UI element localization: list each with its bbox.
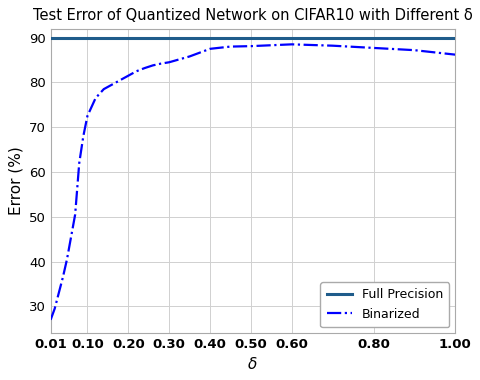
Binarized <box>453 52 458 57</box>
Binarized <box>60 275 66 280</box>
Binarized <box>76 161 82 165</box>
Binarized <box>81 134 86 138</box>
Binarized <box>207 46 213 51</box>
Y-axis label: Error (%): Error (%) <box>8 147 24 215</box>
Binarized <box>228 44 233 49</box>
Binarized <box>371 46 376 50</box>
Binarized <box>248 44 254 48</box>
Binarized <box>158 61 164 66</box>
Binarized <box>84 114 90 118</box>
Line: Binarized: Binarized <box>50 44 456 320</box>
Title: Test Error of Quantized Network on CIFAR10 with Different δ: Test Error of Quantized Network on CIFAR… <box>33 8 473 23</box>
Legend: Full Precision, Binarized: Full Precision, Binarized <box>320 282 449 327</box>
Binarized <box>150 63 156 68</box>
Binarized <box>52 306 58 311</box>
Binarized <box>125 73 131 78</box>
Binarized <box>142 66 147 70</box>
Binarized <box>72 212 78 217</box>
Binarized <box>268 43 274 48</box>
Binarized <box>133 69 139 73</box>
Binarized <box>411 48 417 52</box>
Binarized <box>56 291 62 295</box>
Binarized <box>117 78 123 82</box>
Binarized <box>101 87 107 92</box>
X-axis label: δ: δ <box>248 357 258 372</box>
Binarized <box>64 257 70 261</box>
Binarized <box>187 54 192 59</box>
Binarized <box>93 96 98 100</box>
Binarized <box>109 82 115 87</box>
Binarized <box>166 60 172 65</box>
Binarized <box>48 318 53 322</box>
Binarized <box>330 43 336 48</box>
Binarized <box>289 42 295 47</box>
Binarized <box>68 235 74 239</box>
